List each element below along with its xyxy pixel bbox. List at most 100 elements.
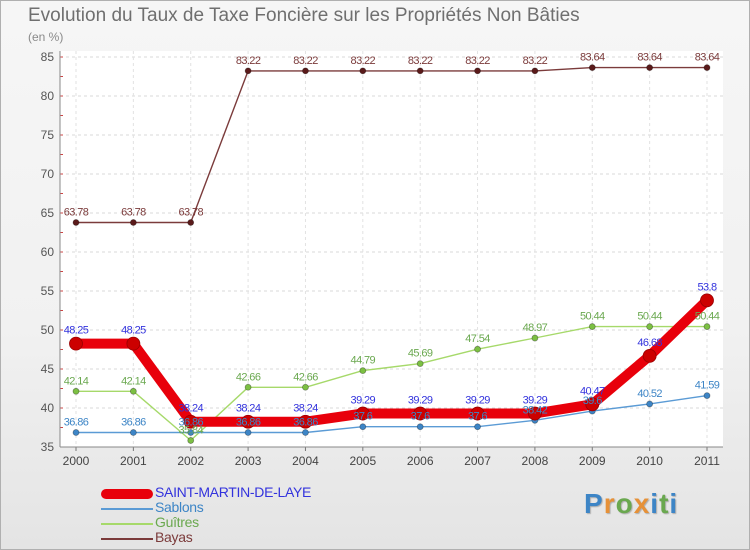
data-point-3 — [646, 64, 654, 72]
data-point-0 — [413, 406, 428, 421]
data-label-3: 83.22 — [523, 55, 548, 67]
data-point-2 — [244, 383, 252, 391]
data-label-2: 35.84 — [178, 424, 203, 436]
data-label-3: 83.22 — [465, 55, 490, 67]
data-point-2 — [474, 345, 481, 353]
data-label-1: 36.86 — [293, 416, 318, 428]
data-label-1: 36.86 — [236, 416, 261, 428]
data-label-3: 83.22 — [408, 55, 433, 67]
data-label-3: 83.64 — [637, 52, 662, 64]
data-point-1 — [187, 429, 195, 436]
logo-letter: x — [633, 488, 651, 519]
data-point-2 — [187, 437, 195, 444]
y-tick-label: 35 — [41, 440, 55, 454]
data-point-1 — [416, 423, 424, 431]
logo-letter: i — [650, 488, 660, 519]
data-point-0 — [470, 406, 485, 421]
data-label-1: 36.86 — [121, 416, 146, 428]
series-line-0 — [71, 295, 712, 427]
data-label-0: 48.25 — [121, 325, 146, 337]
y-tick-label: 85 — [41, 50, 55, 64]
y-tick-label: 55 — [41, 284, 55, 298]
data-point-2 — [588, 323, 596, 330]
logo-letter: r — [603, 488, 616, 519]
data-point-1 — [302, 429, 309, 436]
data-point-3 — [244, 67, 252, 75]
data-label-0: 39.29 — [408, 395, 433, 407]
logo-letter: P — [584, 488, 604, 519]
x-tick-label: 2010 — [636, 454, 663, 468]
data-label-2: 44.79 — [351, 355, 376, 367]
data-point-3 — [703, 64, 711, 72]
y-tick-label: 65 — [41, 206, 55, 220]
data-label-2: 42.66 — [293, 371, 318, 383]
data-point-3 — [588, 64, 596, 72]
data-label-1: 37.6 — [468, 411, 487, 423]
plot-area — [60, 51, 723, 447]
data-point-1 — [129, 429, 137, 436]
x-tick-label: 2002 — [177, 454, 204, 468]
logo-letter: t — [659, 488, 670, 519]
data-label-1: 37.6 — [353, 411, 372, 423]
data-label-1: 36.86 — [64, 416, 89, 428]
data-point-1 — [474, 423, 481, 431]
legend-swatch — [101, 507, 153, 510]
data-label-3: 63.78 — [64, 207, 89, 219]
data-point-1 — [359, 423, 367, 431]
chart-title: Evolution du Taux de Taxe Foncière sur l… — [28, 5, 580, 26]
data-label-1: 36.86 — [178, 416, 203, 428]
data-label-3: 83.22 — [351, 55, 376, 67]
data-point-0 — [69, 336, 83, 351]
data-label-3: 63.78 — [178, 207, 203, 219]
data-point-2 — [359, 367, 367, 375]
data-label-1: 41.59 — [695, 380, 720, 392]
data-point-3 — [72, 219, 80, 226]
data-point-0 — [241, 414, 255, 429]
logo-letter: o — [615, 488, 634, 519]
data-label-0: 53.8 — [697, 281, 716, 293]
x-tick-labels: 2000 2001 2002 2003 2004 2005 2006 2007 2008 2009… — [63, 454, 721, 468]
series-line-1 — [75, 394, 708, 434]
x-tick-label: 2001 — [120, 454, 147, 468]
legend-label: Sablons — [155, 499, 204, 515]
data-labels: 48.25 48.25 38.24 38.24 38.24 39.29 39.29 39.29… — [64, 52, 721, 437]
axes — [59, 51, 723, 451]
data-point-3 — [302, 67, 309, 75]
y-tick-label: 75 — [41, 128, 55, 142]
data-point-3 — [359, 67, 367, 75]
y-tick-labels: 35 40 45 50 55 60 65 70 75 80 85 — [41, 50, 55, 454]
data-point-2 — [531, 334, 539, 342]
x-tick-label: 2004 — [292, 454, 319, 468]
data-label-2: 50.44 — [695, 311, 720, 323]
data-label-1: 39.6 — [583, 395, 602, 407]
data-point-1 — [72, 429, 80, 436]
data-point-0 — [528, 406, 542, 421]
data-label-2: 42.14 — [121, 375, 146, 387]
data-label-0: 46.68 — [637, 337, 662, 349]
data-label-0: 38.24 — [178, 403, 203, 415]
data-point-3 — [187, 219, 195, 226]
data-point-2 — [646, 323, 654, 330]
y-tick-label: 70 — [41, 167, 55, 181]
data-label-2: 48.97 — [523, 322, 548, 334]
y-tick-label: 45 — [41, 362, 55, 376]
legend-label: SAINT-MARTIN-DE-LAYE — [155, 484, 312, 500]
data-label-0: 40.47 — [580, 385, 605, 397]
data-point-0 — [642, 348, 657, 363]
data-point-3 — [531, 67, 539, 75]
data-label-2: 50.44 — [637, 311, 662, 323]
data-point-2 — [302, 383, 309, 391]
x-tick-label: 2009 — [579, 454, 606, 468]
data-point-0 — [298, 414, 313, 429]
data-point-0 — [126, 336, 141, 351]
series-line-3 — [75, 66, 708, 224]
data-label-0: 39.29 — [465, 395, 490, 407]
y-axis-unit-label: (en %) — [28, 30, 64, 44]
data-label-0: 39.29 — [523, 395, 548, 407]
data-label-3: 63.78 — [121, 207, 146, 219]
x-tick-label: 2003 — [235, 454, 262, 468]
data-point-0 — [183, 414, 198, 429]
x-tick-label: 2008 — [522, 454, 549, 468]
